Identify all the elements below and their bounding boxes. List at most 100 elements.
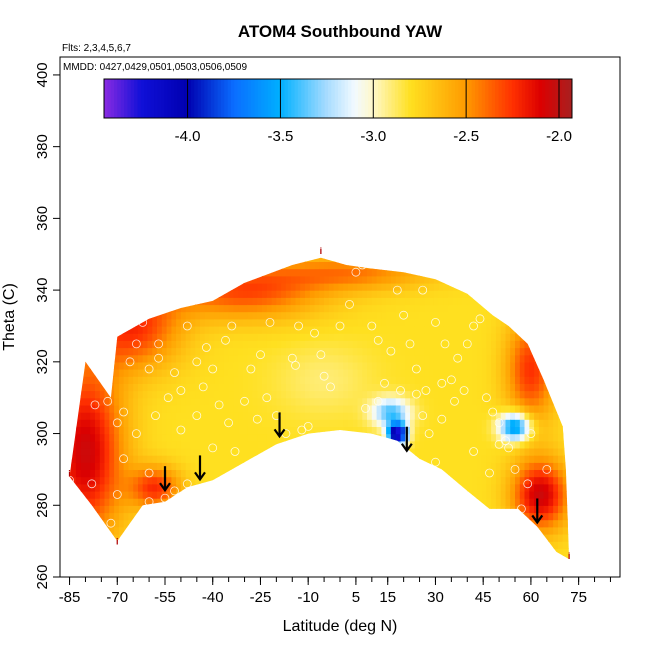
heat-cell (300, 412, 306, 420)
heat-cell (457, 490, 464, 499)
heat-cell (271, 376, 277, 384)
heat-cell (553, 275, 559, 284)
heat-cell (223, 483, 230, 492)
heat-cell (266, 498, 273, 506)
heat-cell (75, 412, 82, 420)
heat-cell (462, 282, 468, 291)
heat-cell (228, 397, 234, 406)
heat-cell (505, 376, 511, 384)
heat-cell (276, 505, 282, 514)
heat-cell (334, 240, 339, 248)
heat-cell (567, 257, 570, 262)
heat-cell (424, 326, 430, 334)
heat-cell (476, 433, 483, 442)
heat-cell (85, 505, 91, 514)
heat-cell (362, 469, 368, 478)
heat-cell (295, 318, 301, 327)
heat-cell (396, 563, 401, 571)
heat-cell (75, 390, 82, 399)
heat-cell (457, 440, 464, 449)
heat-cell (424, 455, 430, 463)
heat-cell (538, 282, 545, 291)
heat-cell (348, 383, 354, 392)
heat-cell (290, 290, 297, 298)
heat-cell (348, 282, 354, 291)
heat-cell (238, 361, 244, 370)
heat-cell (319, 505, 325, 514)
heat-cell (519, 455, 526, 463)
heat-cell (223, 404, 230, 413)
heat-cell (438, 498, 444, 506)
heat-cell (243, 548, 249, 557)
heat-cell (118, 534, 125, 542)
heat-cell (314, 261, 320, 270)
heat-cell (486, 476, 492, 485)
heat-cell (352, 483, 359, 492)
heat-cell (138, 261, 144, 270)
heat-cell (262, 257, 268, 262)
heat-cell (572, 477, 577, 485)
heat-cell (147, 390, 153, 399)
heat-cell (161, 383, 168, 392)
heat-cell (538, 555, 545, 560)
heat-cell (233, 469, 239, 478)
heat-cell (319, 347, 325, 356)
heat-cell (567, 447, 570, 456)
heat-cell (328, 490, 335, 499)
heat-cell (147, 512, 153, 521)
heat-cell (562, 505, 569, 514)
heat-cell (109, 447, 115, 456)
heat-cell (534, 397, 540, 406)
heat-cell (562, 519, 569, 528)
heat-cell (75, 268, 82, 277)
heat-cell (90, 290, 96, 298)
heat-cell (161, 512, 168, 521)
heat-cell (161, 354, 168, 363)
heat-cell (143, 247, 148, 255)
heat-cell (185, 311, 192, 320)
heat-cell (300, 268, 306, 277)
heat-cell (176, 247, 181, 255)
heat-cell (309, 469, 316, 478)
heat-cell (118, 483, 125, 492)
heat-cell (448, 548, 454, 557)
heat-cell (266, 268, 273, 277)
heat-cell (467, 412, 473, 420)
heat-cell (419, 318, 425, 327)
heat-cell (381, 563, 386, 571)
heat-cell (95, 490, 101, 499)
heat-cell (262, 505, 268, 514)
heat-cell (99, 534, 106, 542)
heat-cell (281, 541, 287, 549)
heat-cell (285, 440, 292, 449)
heat-cell (467, 369, 473, 377)
heat-cell (333, 383, 339, 392)
heat-cell (219, 490, 225, 499)
heat-cell (305, 326, 311, 334)
heat-cell (266, 548, 273, 557)
heat-cell (195, 390, 201, 399)
heat-cell (362, 333, 368, 341)
heat-cell (200, 483, 206, 492)
heat-cell (200, 412, 206, 420)
heat-cell (118, 290, 125, 298)
heat-cell (75, 275, 82, 284)
heat-cell (424, 333, 430, 341)
heat-cell (295, 512, 301, 521)
heat-cell (515, 268, 521, 277)
heat-cell (238, 240, 243, 248)
heat-cell (69, 412, 72, 420)
heat-cell (400, 304, 406, 313)
heat-cell (476, 490, 483, 499)
heat-cell (161, 548, 168, 557)
heat-cell (85, 326, 91, 334)
heat-cell (128, 304, 134, 313)
heat-cell (228, 369, 234, 377)
heat-cell (548, 455, 554, 463)
heat-cell (190, 369, 196, 377)
heat-cell (352, 412, 359, 420)
heat-cell (285, 383, 292, 392)
heat-cell (319, 519, 325, 528)
heat-cell (433, 290, 440, 298)
heat-cell (90, 261, 96, 270)
